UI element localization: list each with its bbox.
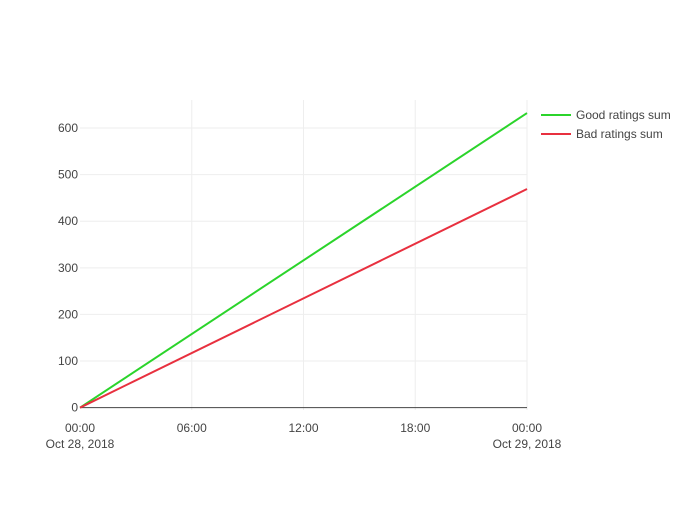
y-tick-label: 600 (58, 121, 78, 135)
legend-label: Good ratings sum (576, 108, 671, 122)
x-tick-sublabel: Oct 29, 2018 (493, 437, 562, 451)
legend-item[interactable]: Good ratings sum (541, 108, 671, 122)
y-tick-label: 200 (58, 307, 78, 321)
grid (80, 100, 528, 410)
series-line-0 (79, 112, 528, 409)
x-tick-label: 12:00 (288, 421, 318, 435)
axes: 0 100 200 300 400 500 600 00:00 Oct 28, 2018 06:0… (46, 121, 562, 451)
x-tick-sublabel: Oct 28, 2018 (46, 437, 115, 451)
y-tick-label: 100 (58, 354, 78, 368)
y-tick-label: 400 (58, 214, 78, 228)
x-tick-label: 00:00 (512, 421, 542, 435)
x-tick-label: 18:00 (400, 421, 430, 435)
series (79, 112, 528, 409)
legend-item[interactable]: Bad ratings sum (541, 127, 663, 141)
y-tick-label: 500 (58, 168, 78, 182)
legend-label: Bad ratings sum (576, 127, 663, 141)
y-tick-label: 300 (58, 261, 78, 275)
series-line-1 (79, 188, 528, 409)
x-tick-label: 00:00 (65, 421, 95, 435)
x-tick-label: 06:00 (177, 421, 207, 435)
y-tick-label: 0 (71, 401, 78, 415)
legend[interactable]: Good ratings sum Bad ratings sum (541, 108, 671, 141)
